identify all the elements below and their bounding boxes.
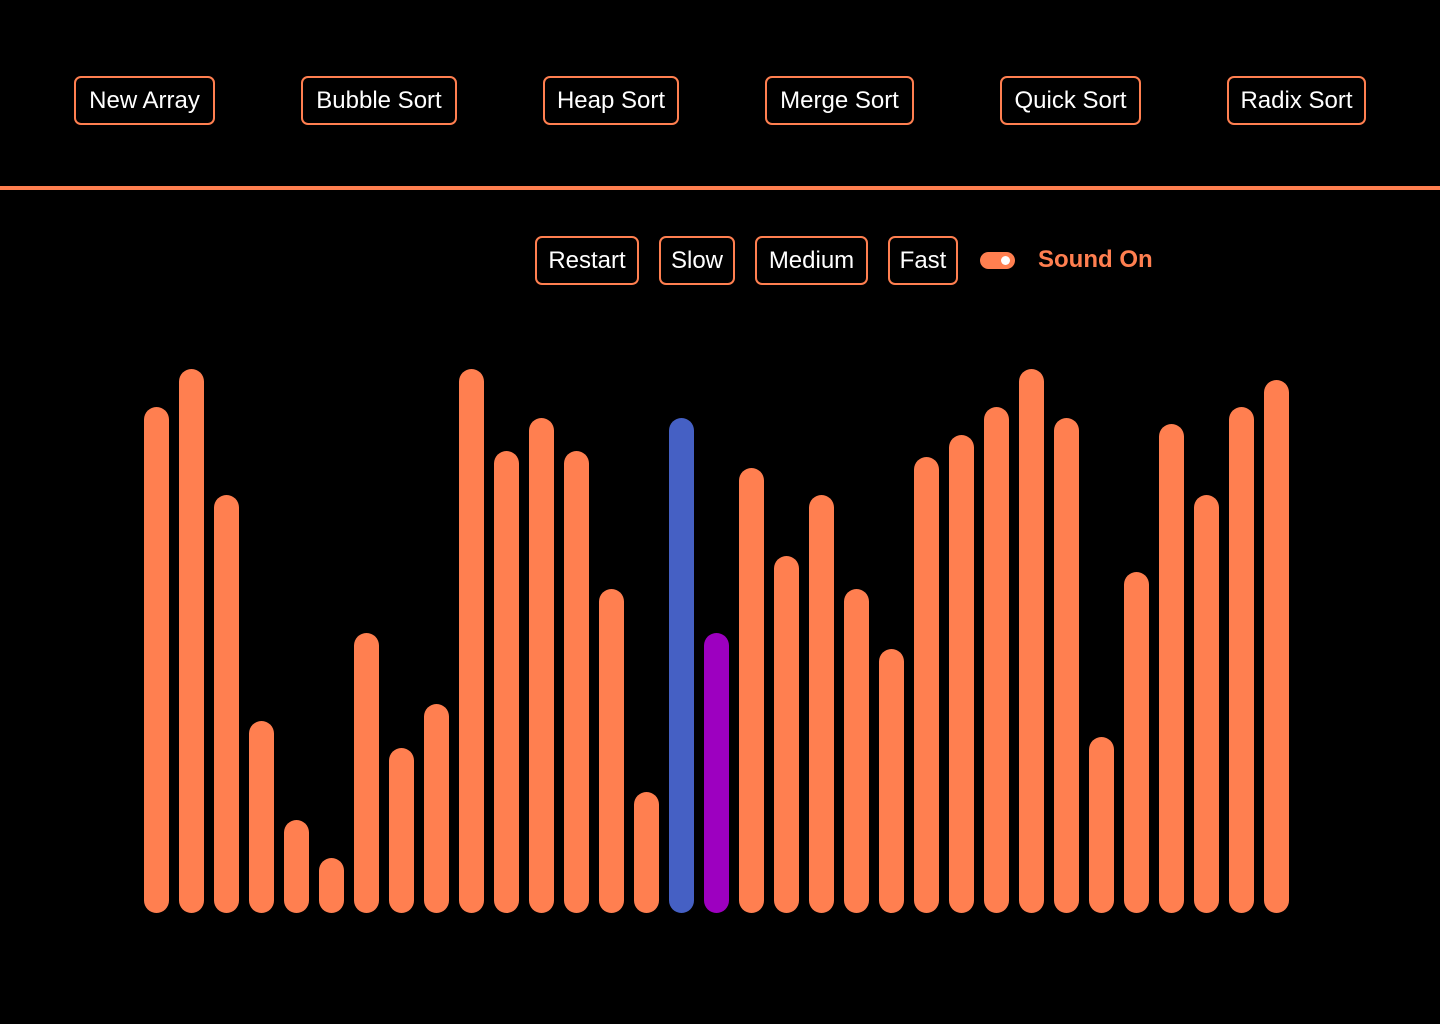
radix-sort-button[interactable]: Radix Sort: [1227, 76, 1366, 125]
array-bar: [1054, 418, 1079, 913]
array-bar: [214, 495, 239, 913]
array-bar: [809, 495, 834, 913]
array-bar: [634, 792, 659, 913]
array-bar: [529, 418, 554, 913]
array-bar: [284, 819, 309, 913]
array-bar: [179, 368, 204, 913]
array-bar: [1089, 737, 1114, 913]
array-bar: [389, 748, 414, 913]
array-bar: [459, 368, 484, 913]
array-bar: [599, 588, 624, 913]
heap-sort-button[interactable]: Heap Sort: [543, 76, 679, 125]
array-bar: [354, 632, 379, 913]
array-bar: [1124, 572, 1149, 913]
sound-label: Sound On: [1038, 246, 1153, 273]
array-bar: [1229, 407, 1254, 913]
array-bar: [1019, 368, 1044, 913]
array-bar: [844, 588, 869, 913]
array-bar: [564, 451, 589, 913]
array-bar: [424, 704, 449, 913]
array-bar: [984, 407, 1009, 913]
array-bar: [1159, 423, 1184, 913]
array-bar: [914, 456, 939, 913]
array-bar: [739, 467, 764, 913]
sound-toggle-knob: [1001, 256, 1010, 265]
merge-sort-button[interactable]: Merge Sort: [765, 76, 914, 125]
array-bar: [774, 555, 799, 913]
speed-slow-button[interactable]: Slow: [659, 236, 735, 285]
array-bar: [319, 858, 344, 913]
array-bar: [249, 720, 274, 913]
speed-medium-button[interactable]: Medium: [755, 236, 868, 285]
quick-sort-button[interactable]: Quick Sort: [1000, 76, 1141, 125]
array-bar: [879, 649, 904, 913]
array-bar-swapping: [704, 632, 729, 913]
speed-fast-button[interactable]: Fast: [888, 236, 958, 285]
array-bar: [494, 451, 519, 913]
array-bar: [144, 407, 169, 913]
array-bar-comparing: [669, 418, 694, 913]
sound-toggle[interactable]: [980, 252, 1015, 269]
header-divider: [0, 186, 1440, 190]
restart-button[interactable]: Restart: [535, 236, 639, 285]
bubble-sort-button[interactable]: Bubble Sort: [301, 76, 457, 125]
new-array-button[interactable]: New Array: [74, 76, 215, 125]
array-bar: [1264, 379, 1289, 913]
array-bar: [949, 434, 974, 913]
array-bar: [1194, 495, 1219, 913]
